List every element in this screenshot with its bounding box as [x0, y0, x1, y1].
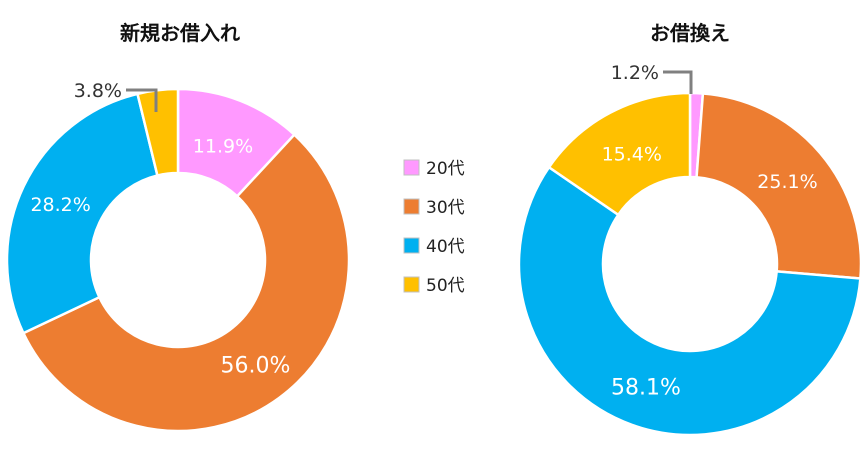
donut-new-loan: 11.9% 56.0% 28.2% 3.8% — [5, 80, 351, 433]
legend-swatch-40s — [403, 237, 420, 254]
leader-line-20s — [663, 70, 693, 94]
slice-50s — [547, 91, 692, 217]
leader-line-50s — [126, 88, 158, 112]
legend-label-20s: 20代 — [426, 159, 465, 179]
data-label-30s: 25.1% — [757, 171, 817, 193]
data-label-40s: 58.1% — [611, 375, 681, 400]
slice-30s — [695, 92, 863, 280]
donut-refinance: 25.1% 58.1% 15.4% 1.2% — [517, 62, 863, 437]
data-label-30s: 56.0% — [220, 354, 290, 379]
legend-swatch-20s — [403, 159, 420, 176]
data-label-50s: 3.8% — [74, 80, 122, 102]
legend-label-50s: 50代 — [426, 276, 465, 296]
chart-title-refinance: お借換え — [650, 21, 730, 45]
slice-40s — [517, 165, 862, 437]
legend-swatch-30s — [403, 198, 420, 215]
legend-label-40s: 40代 — [426, 237, 465, 257]
legend: 20代 30代 40代 50代 — [403, 159, 465, 296]
data-label-20s: 1.2% — [611, 62, 659, 84]
slice-40s — [5, 92, 159, 335]
chart-title-new-loan: 新規お借入れ — [120, 21, 240, 45]
data-label-50s: 15.4% — [602, 143, 662, 165]
legend-swatch-50s — [403, 276, 420, 293]
slice-30s — [21, 132, 351, 433]
data-label-20s: 11.9% — [193, 136, 253, 158]
legend-label-30s: 30代 — [426, 198, 465, 218]
data-label-40s: 28.2% — [30, 194, 90, 216]
